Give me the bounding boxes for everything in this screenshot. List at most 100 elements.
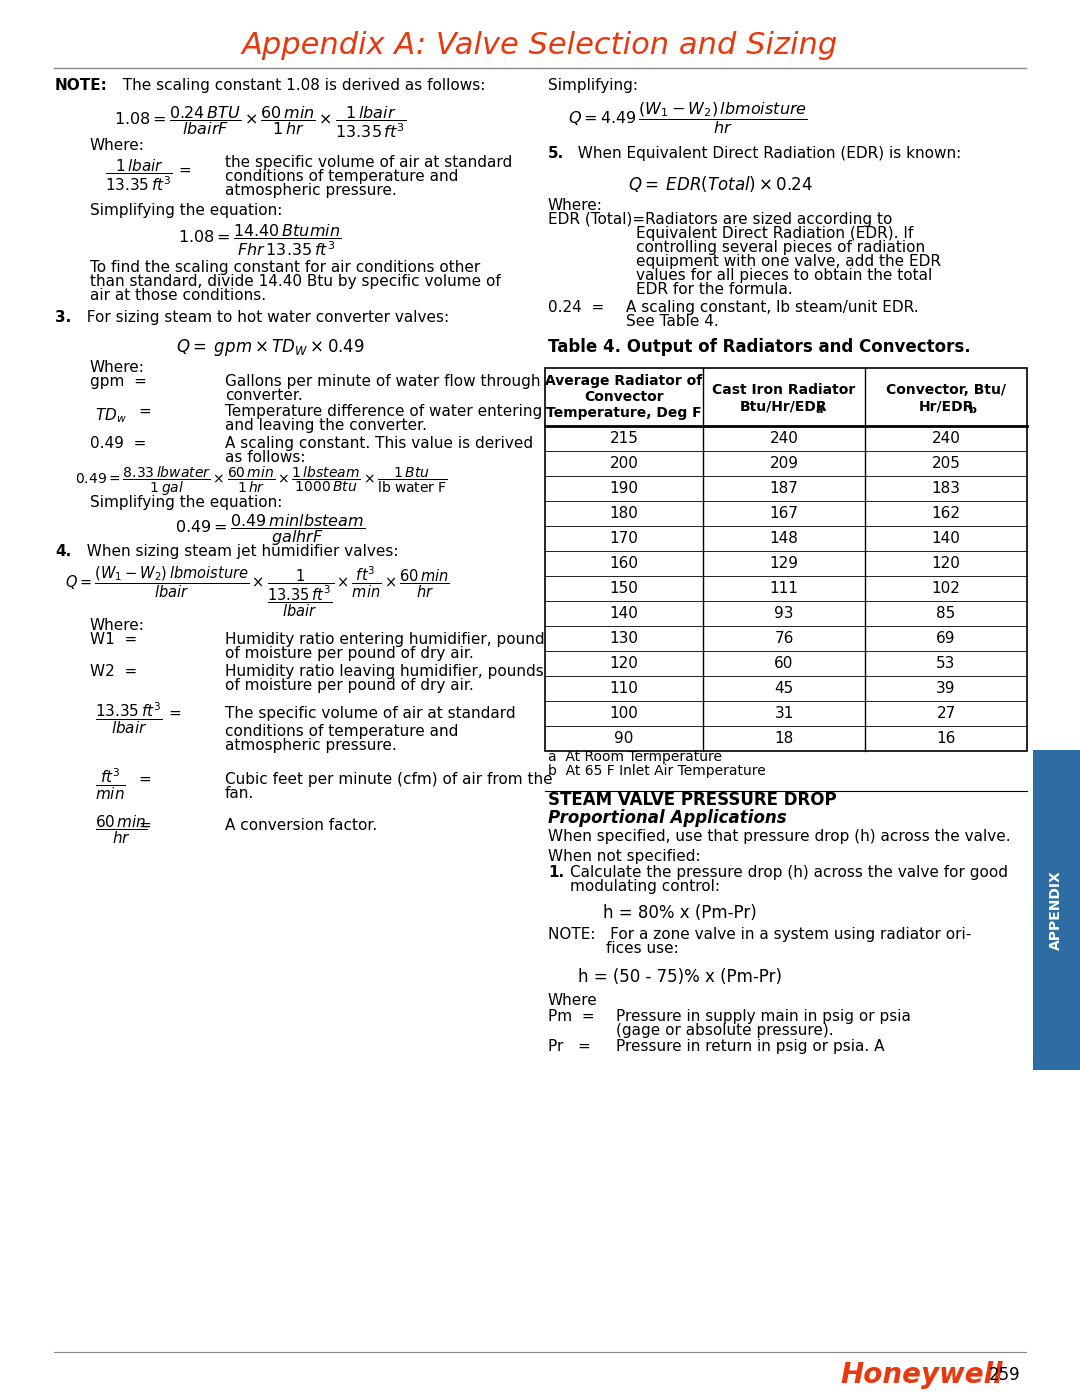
Text: Where:: Where: <box>90 617 145 633</box>
Text: atmospheric pressure.: atmospheric pressure. <box>225 183 396 198</box>
Text: air at those conditions.: air at those conditions. <box>90 288 266 303</box>
Text: =: = <box>138 404 151 419</box>
Text: Honeywell: Honeywell <box>840 1361 1002 1389</box>
Text: A scaling constant. This value is derived: A scaling constant. This value is derive… <box>225 436 534 451</box>
Text: Where:: Where: <box>548 198 603 212</box>
Text: =: = <box>168 705 180 721</box>
Text: $\dfrac{13.35\,ft^{3}}{lbair}$: $\dfrac{13.35\,ft^{3}}{lbair}$ <box>95 700 163 736</box>
Text: modulating control:: modulating control: <box>570 879 720 894</box>
Bar <box>1032 750 1080 1070</box>
Text: Temperature difference of water entering: Temperature difference of water entering <box>225 404 542 419</box>
Text: Gallons per minute of water flow through: Gallons per minute of water flow through <box>225 374 540 388</box>
Text: Simplifying the equation:: Simplifying the equation: <box>90 203 282 218</box>
Text: 183: 183 <box>931 481 960 496</box>
Text: controlling several pieces of radiation: controlling several pieces of radiation <box>636 240 926 256</box>
Text: EDR for the formula.: EDR for the formula. <box>636 282 793 298</box>
Text: 16: 16 <box>936 731 956 746</box>
Text: 140: 140 <box>609 606 638 622</box>
Text: 167: 167 <box>769 506 798 521</box>
Text: 0.49  =: 0.49 = <box>90 436 147 451</box>
Text: 200: 200 <box>609 455 638 471</box>
Text: $Q = \;EDR(Total) \times 0.24$: $Q = \;EDR(Total) \times 0.24$ <box>627 175 813 194</box>
Text: Pressure in supply main in psig or psia: Pressure in supply main in psig or psia <box>616 1009 910 1024</box>
Text: Simplifying the equation:: Simplifying the equation: <box>90 495 282 510</box>
Text: Cast Iron Radiator: Cast Iron Radiator <box>713 383 855 397</box>
Text: The scaling constant 1.08 is derived as follows:: The scaling constant 1.08 is derived as … <box>113 78 485 94</box>
Text: Btu/Hr/EDR: Btu/Hr/EDR <box>740 400 827 414</box>
Text: 5.: 5. <box>548 147 564 161</box>
Text: 259: 259 <box>988 1366 1020 1384</box>
Text: =: = <box>138 773 151 787</box>
Text: 187: 187 <box>770 481 798 496</box>
Text: $\dfrac{ft^{3}}{min}$: $\dfrac{ft^{3}}{min}$ <box>95 767 125 802</box>
Text: Where:: Where: <box>90 138 145 154</box>
Text: (gage or absolute pressure).: (gage or absolute pressure). <box>616 1023 834 1038</box>
Text: 170: 170 <box>609 531 638 546</box>
Text: STEAM VALVE PRESSURE DROP: STEAM VALVE PRESSURE DROP <box>548 791 837 809</box>
Text: Average Radiator of
Convector
Temperature, Deg F: Average Radiator of Convector Temperatur… <box>545 374 703 420</box>
Bar <box>545 367 1027 752</box>
Text: Humidity ratio leaving humidifier, pounds: Humidity ratio leaving humidifier, pound… <box>225 664 543 679</box>
Text: See Table 4.: See Table 4. <box>626 314 719 330</box>
Text: than standard, divide 14.40 Btu by specific volume of: than standard, divide 14.40 Btu by speci… <box>90 274 501 289</box>
Text: 3.: 3. <box>55 310 71 326</box>
Text: of moisture per pound of dry air.: of moisture per pound of dry air. <box>225 645 474 661</box>
Text: 60: 60 <box>774 657 794 671</box>
Text: Table 4. Output of Radiators and Convectors.: Table 4. Output of Radiators and Convect… <box>548 338 971 356</box>
Text: conditions of temperature and: conditions of temperature and <box>225 169 458 184</box>
Text: 39: 39 <box>936 680 956 696</box>
Text: Appendix A: Valve Selection and Sizing: Appendix A: Valve Selection and Sizing <box>242 31 838 60</box>
Text: Pr   =: Pr = <box>548 1039 591 1053</box>
Text: 53: 53 <box>936 657 956 671</box>
Text: =: = <box>178 163 191 177</box>
Text: Simplifying:: Simplifying: <box>548 78 638 94</box>
Text: 209: 209 <box>769 455 798 471</box>
Text: 140: 140 <box>932 531 960 546</box>
Text: 162: 162 <box>931 506 960 521</box>
Text: b  At 65 F Inlet Air Temperature: b At 65 F Inlet Air Temperature <box>548 764 766 778</box>
Text: converter.: converter. <box>225 388 302 402</box>
Text: 31: 31 <box>774 705 794 721</box>
Text: The specific volume of air at standard: The specific volume of air at standard <box>225 705 515 721</box>
Text: a: a <box>816 405 824 415</box>
Text: EDR (Total)=Radiators are sized according to: EDR (Total)=Radiators are sized accordin… <box>548 212 892 226</box>
Text: $1.08 = \dfrac{0.24\,BTU}{lbairF} \times \dfrac{60\,min}{1\,hr} \times \dfrac{1\: $1.08 = \dfrac{0.24\,BTU}{lbairF} \times… <box>113 105 406 140</box>
Text: h = 80% x (Pm-Pr): h = 80% x (Pm-Pr) <box>603 904 757 922</box>
Text: 205: 205 <box>932 455 960 471</box>
Text: a  At Room Termperature: a At Room Termperature <box>548 750 723 764</box>
Text: $Q = \;gpm \times TD_{W} \times 0.49$: $Q = \;gpm \times TD_{W} \times 0.49$ <box>176 338 364 359</box>
Text: gpm  =: gpm = <box>90 374 147 388</box>
Text: Pressure in return in psig or psia. A: Pressure in return in psig or psia. A <box>616 1039 885 1053</box>
Text: When not specified:: When not specified: <box>548 849 701 863</box>
Text: When sizing steam jet humidifier valves:: When sizing steam jet humidifier valves: <box>77 543 399 559</box>
Text: A conversion factor.: A conversion factor. <box>225 819 377 833</box>
Text: For sizing steam to hot water converter valves:: For sizing steam to hot water converter … <box>77 310 449 326</box>
Text: NOTE:: NOTE: <box>55 78 108 94</box>
Text: 160: 160 <box>609 556 638 571</box>
Text: 190: 190 <box>609 481 638 496</box>
Text: When Equivalent Direct Radiation (EDR) is known:: When Equivalent Direct Radiation (EDR) i… <box>568 147 961 161</box>
Text: 110: 110 <box>609 680 638 696</box>
Text: To find the scaling constant for air conditions other: To find the scaling constant for air con… <box>90 260 481 275</box>
Text: 0.24  =: 0.24 = <box>548 300 604 314</box>
Text: 130: 130 <box>609 631 638 645</box>
Text: 4.: 4. <box>55 543 71 559</box>
Text: atmospheric pressure.: atmospheric pressure. <box>225 738 396 753</box>
Text: =: = <box>138 819 151 833</box>
Text: 93: 93 <box>774 606 794 622</box>
Text: $1.08 = \dfrac{14.40\,Btumin}{Fhr\,13.35\,ft^{3}}$: $1.08 = \dfrac{14.40\,Btumin}{Fhr\,13.35… <box>178 222 341 258</box>
Text: conditions of temperature and: conditions of temperature and <box>225 724 458 739</box>
Text: 102: 102 <box>932 581 960 597</box>
Text: values for all pieces to obtain the total: values for all pieces to obtain the tota… <box>636 268 932 284</box>
Text: $Q = 4.49\,\dfrac{(W_1 - W_2)\,lbmoisture}{hr}$: $Q = 4.49\,\dfrac{(W_1 - W_2)\,lbmoistur… <box>568 101 808 136</box>
Text: fices use:: fices use: <box>606 942 678 956</box>
Text: h = (50 - 75)% x (Pm-Pr): h = (50 - 75)% x (Pm-Pr) <box>578 968 782 986</box>
Text: fan.: fan. <box>225 787 254 800</box>
Text: the specific volume of air at standard: the specific volume of air at standard <box>225 155 512 170</box>
Text: $0.49 = \dfrac{0.49\,minlbsteam}{galhrF}$: $0.49 = \dfrac{0.49\,minlbsteam}{galhrF}… <box>175 513 365 548</box>
Text: as follows:: as follows: <box>225 450 306 465</box>
Text: $Q = \dfrac{(W_1 - W_2)\,lbmoisture}{lbair} \times \dfrac{1}{\dfrac{13.35\,ft^{3: $Q = \dfrac{(W_1 - W_2)\,lbmoisture}{lba… <box>65 564 450 619</box>
Text: 18: 18 <box>774 731 794 746</box>
Text: Where:: Where: <box>90 360 145 374</box>
Text: 148: 148 <box>770 531 798 546</box>
